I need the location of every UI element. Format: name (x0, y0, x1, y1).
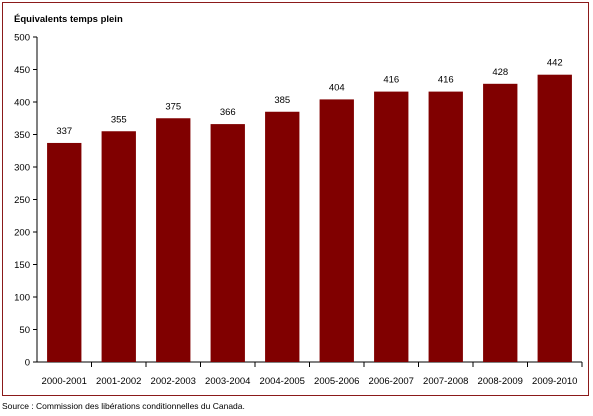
y-tick-label: 150 (14, 260, 30, 271)
x-tick-label: 2000-2001 (42, 376, 87, 387)
data-label: 375 (165, 101, 181, 112)
bar (47, 142, 82, 362)
x-tick-label: 2008-2009 (478, 376, 523, 387)
y-axis-label: Équivalents temps plein (14, 14, 123, 25)
x-tick-label: 2007-2008 (423, 376, 468, 387)
y-tick-label: 450 (14, 65, 30, 76)
data-label: 416 (438, 75, 454, 86)
bars (47, 74, 572, 363)
y-tick-label: 350 (14, 130, 30, 141)
x-tick-label: 2009-2010 (532, 376, 577, 387)
y-axis: 0 50 100 150 200 250 300 350 400 450 500 (14, 33, 38, 369)
x-tick-label: 2003-2004 (205, 376, 250, 387)
y-tick-label: 400 (14, 98, 30, 109)
bar (265, 111, 300, 362)
x-tick-labels: 2000-2001 2001-2002 2002-2003 2003-2004 2004… (42, 376, 578, 387)
bar (156, 118, 191, 362)
data-label: 337 (56, 126, 72, 137)
bar (101, 131, 136, 362)
data-label: 442 (547, 58, 563, 69)
y-tick-label: 250 (14, 195, 30, 206)
data-label: 366 (220, 107, 236, 118)
y-tick-label: 300 (14, 163, 30, 174)
chart-frame (2, 2, 589, 396)
x-tick-label: 2001-2002 (96, 376, 141, 387)
bar (319, 99, 354, 363)
x-axis (37, 361, 583, 367)
bar (428, 91, 463, 362)
bar-chart: Équivalents temps plein 0 50 100 150 200 250 3… (14, 14, 583, 387)
bar (537, 74, 572, 362)
x-tick-label: 2002-2003 (151, 376, 196, 387)
x-tick-label: 2005-2006 (314, 376, 359, 387)
y-tick-label: 100 (14, 293, 30, 304)
data-label: 355 (111, 114, 127, 125)
x-tick-label: 2004-2005 (260, 376, 305, 387)
y-tick-label: 50 (19, 325, 30, 336)
y-tick-label: 0 (25, 358, 30, 369)
data-label: 404 (329, 82, 345, 93)
bar (483, 83, 518, 363)
data-label: 416 (383, 75, 399, 86)
bar (374, 91, 409, 362)
value-labels: 337 355 375 366 385 404 416 416 428 442 (56, 58, 562, 137)
x-tick-label: 2006-2007 (369, 376, 414, 387)
data-label: 385 (274, 95, 290, 106)
y-tick-label: 200 (14, 228, 30, 239)
bar (210, 124, 245, 362)
data-label: 428 (492, 67, 508, 78)
source-note: Source : Commission des libérations cond… (2, 401, 245, 411)
y-tick-label: 500 (14, 33, 30, 44)
